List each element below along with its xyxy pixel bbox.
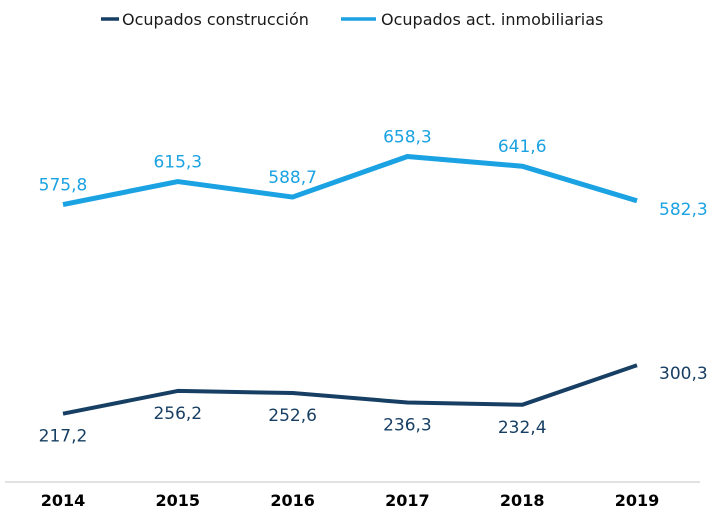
data-label: 256,2 [153, 404, 202, 424]
data-label: 582,3 [659, 200, 708, 220]
data-label: 252,6 [268, 406, 317, 426]
x-tick-label: 2018 [500, 491, 545, 510]
data-label: 232,4 [498, 418, 547, 438]
legend-item-ocupados-construccion: Ocupados construcción [101, 10, 309, 29]
data-label: 217,2 [39, 427, 88, 447]
x-tick-label: 2016 [270, 491, 315, 510]
x-tick-labels: 2014 2015 2016 2017 2018 2019 [41, 491, 660, 510]
x-tick-label: 2014 [41, 491, 86, 510]
series-layer [62, 153, 638, 416]
data-label: 658,3 [383, 127, 432, 147]
data-labels: 217,2 256,2 252,6 236,3 232,4 300,3 575,8 615,3… [39, 127, 708, 446]
x-tick-label: 2017 [385, 491, 430, 510]
legend-label: Ocupados act. inmobiliarias [381, 10, 603, 29]
series-line-ocupados-act-inmobiliarias [62, 153, 638, 208]
data-label: 588,7 [268, 168, 317, 188]
data-label: 300,3 [659, 364, 708, 384]
data-label: 615,3 [153, 153, 202, 173]
data-label: 575,8 [39, 176, 88, 196]
data-label: 641,6 [498, 137, 547, 157]
legend-item-ocupados-act-inmobiliarias: Ocupados act. inmobiliarias [341, 10, 603, 29]
x-tick-label: 2015 [156, 491, 201, 510]
series-line-ocupados-construccion [62, 363, 638, 416]
legend: Ocupados construcción Ocupados act. inmob… [101, 10, 603, 29]
data-label: 236,3 [383, 416, 432, 436]
legend-label: Ocupados construcción [122, 10, 309, 29]
x-tick-label: 2019 [615, 491, 660, 510]
